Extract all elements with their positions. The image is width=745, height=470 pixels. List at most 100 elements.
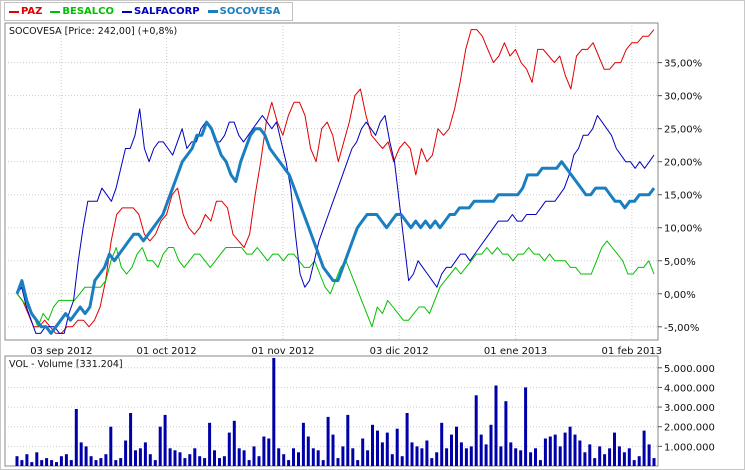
- volume-bar: [84, 446, 88, 466]
- price-xtick-label: 01 oct 2012: [137, 346, 197, 357]
- volume-bar: [74, 409, 78, 466]
- volume-bar: [203, 458, 207, 466]
- volume-bar: [529, 452, 533, 467]
- volume-bar: [459, 442, 463, 466]
- volume-bar: [622, 452, 626, 467]
- price-ytick-label: 35,00%: [664, 59, 702, 70]
- volume-panel-title: VOL - Volume [331.204]: [9, 359, 123, 370]
- volume-bar: [89, 456, 93, 466]
- volume-bar: [613, 432, 616, 466]
- volume-bar: [568, 426, 572, 466]
- volume-bar: [94, 460, 98, 466]
- legend-swatch-socovesa: [207, 10, 218, 13]
- volume-bar: [188, 454, 192, 466]
- volume-bar: [380, 442, 384, 466]
- volume-bar: [534, 448, 537, 466]
- volume-bar: [242, 450, 246, 466]
- volume-bar: [410, 442, 414, 466]
- volume-bar: [637, 456, 641, 466]
- volume-bar: [351, 448, 355, 466]
- series-line-socovesa: [15, 120, 656, 335]
- price-plot-area: [4, 22, 659, 341]
- volume-bar: [617, 446, 621, 466]
- volume-bar: [652, 458, 656, 466]
- volume-bar: [504, 401, 508, 466]
- volume-bar: [499, 446, 503, 466]
- volume-bar: [104, 454, 108, 466]
- volume-bar: [287, 460, 291, 466]
- volume-bar: [193, 448, 197, 466]
- volume-bar: [69, 460, 73, 466]
- volume-bar: [524, 387, 528, 466]
- volume-bar: [213, 450, 216, 466]
- price-ytick-label: 5,00%: [664, 257, 696, 268]
- volume-bar: [148, 454, 152, 466]
- volume-bar: [464, 448, 468, 466]
- volume-bar: [99, 458, 103, 466]
- volume-bar: [297, 452, 300, 467]
- volume-bar: [35, 452, 39, 467]
- volume-bar: [15, 456, 19, 466]
- volume-bar: [277, 448, 281, 466]
- volume-bar: [366, 450, 370, 466]
- volume-bar: [232, 420, 236, 466]
- price-ytick-label: -5,00%: [664, 323, 699, 334]
- legend-label-paz: PAZ: [21, 6, 43, 17]
- volume-bar: [129, 413, 133, 466]
- volume-bar: [385, 432, 389, 466]
- volume-bar: [198, 456, 202, 466]
- volume-bar: [474, 395, 478, 466]
- legend-item-socovesa[interactable]: SOCOVESA: [207, 6, 280, 17]
- volume-bar: [292, 448, 295, 466]
- volume-bar: [64, 454, 68, 466]
- price-ytick-label: 10,00%: [664, 224, 702, 235]
- volume-bar: [361, 438, 365, 466]
- volume-bar: [578, 440, 582, 466]
- legend-item-besalco[interactable]: BESALCO: [50, 6, 114, 17]
- volume-bar: [79, 442, 83, 466]
- volume-bar: [252, 446, 256, 466]
- volume-ytick-label: 3.000.000: [664, 403, 715, 414]
- volume-bar: [435, 452, 439, 467]
- volume-bar: [415, 446, 419, 466]
- volume-bar: [316, 450, 320, 466]
- volume-bar: [218, 458, 221, 466]
- volume-bar: [445, 448, 449, 466]
- volume-bar: [553, 434, 557, 466]
- volume-bar: [301, 422, 305, 466]
- volume-bar: [311, 448, 315, 466]
- volume-bar: [262, 436, 266, 466]
- volume-bar: [548, 436, 552, 466]
- volume-bar: [647, 444, 651, 466]
- volume-bar: [479, 434, 483, 466]
- price-xtick-label: 01 ene 2013: [484, 346, 547, 357]
- legend-item-salfacorp[interactable]: SALFACORP: [122, 6, 200, 17]
- volume-bar: [331, 434, 335, 466]
- volume-bar: [267, 438, 271, 466]
- legend-swatch-paz: [9, 10, 19, 13]
- legend-label-salfacorp: SALFACORP: [134, 6, 200, 17]
- volume-bar: [45, 458, 49, 466]
- volume-bar: [430, 458, 434, 466]
- volume-bar: [440, 422, 444, 466]
- volume-bar: [632, 460, 636, 466]
- chart-legend: PAZ BESALCO SALFACORP SOCOVESA: [4, 2, 294, 21]
- price-xtick-label: 01 feb 2013: [602, 346, 663, 357]
- legend-item-paz[interactable]: PAZ: [9, 6, 42, 17]
- volume-bar: [514, 448, 518, 466]
- volume-bar: [183, 458, 187, 466]
- volume-bar: [538, 460, 542, 466]
- volume-bar: [390, 454, 394, 466]
- volume-bar: [450, 434, 453, 466]
- price-ytick-label: 0,00%: [664, 290, 696, 301]
- price-ytick-label: 25,00%: [664, 125, 702, 136]
- volume-bar: [272, 358, 276, 466]
- volume-bar: [563, 432, 567, 466]
- price-ytick-label: 20,00%: [664, 158, 702, 169]
- volume-bar: [227, 432, 231, 466]
- volume-bar: [40, 460, 44, 466]
- volume-ytick-label: 5.000.000: [664, 364, 715, 375]
- volume-bar: [138, 448, 142, 466]
- volume-ytick-label: 4.000.000: [664, 383, 715, 394]
